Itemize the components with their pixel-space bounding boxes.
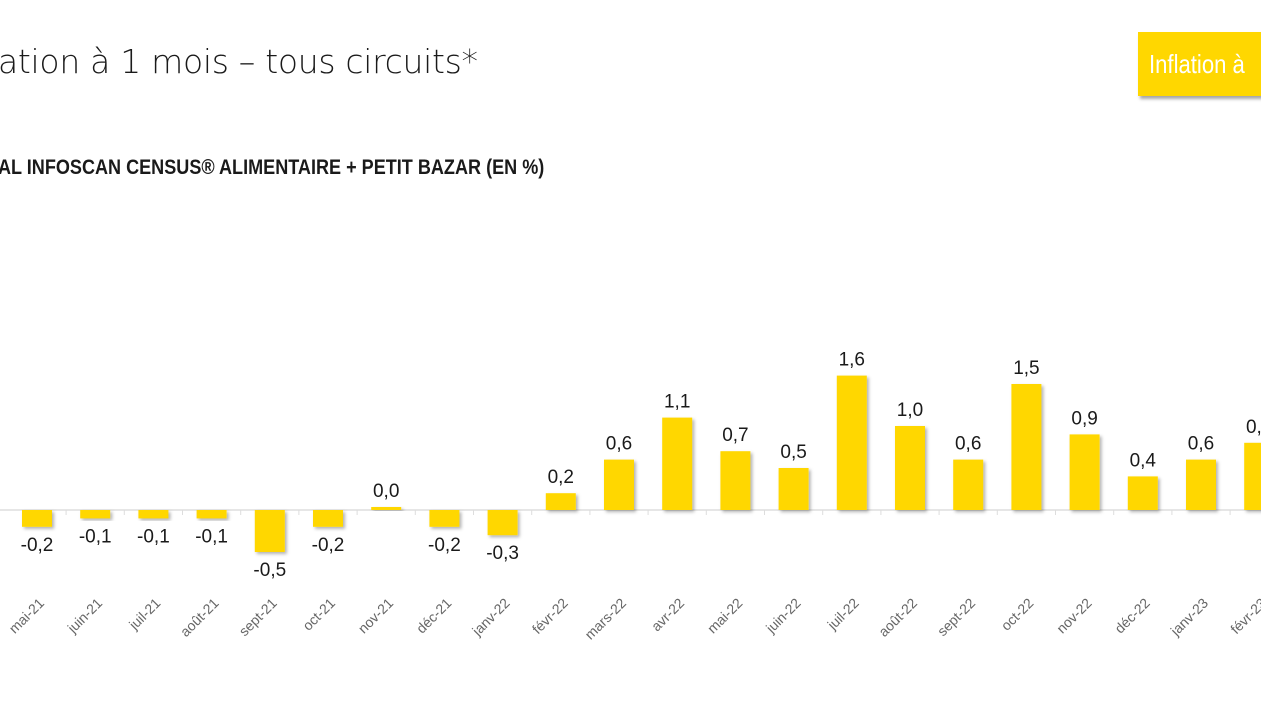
x-tick-label: avr-22: [648, 595, 688, 635]
x-tick-label: févr-22: [529, 595, 571, 637]
badge-label: Inflation à: [1149, 49, 1245, 79]
data-label: 1,1: [664, 392, 690, 413]
x-tick-label: nov-21: [355, 595, 397, 637]
bar: [1069, 434, 1100, 510]
bar: [254, 510, 285, 552]
x-tick-label: mai-22: [704, 595, 746, 637]
x-tick-label: nov-22: [1053, 595, 1095, 637]
x-tick-label: juin-21: [64, 595, 106, 637]
bar: [604, 459, 634, 510]
bar: [545, 493, 576, 510]
bar: [953, 459, 984, 510]
bar: [196, 510, 227, 519]
x-tick-label: juin-22: [762, 595, 804, 637]
x-tick-label: sept-22: [934, 595, 978, 639]
data-label: -0,2: [312, 535, 345, 556]
data-label: -0,2: [428, 535, 461, 556]
data-label: 1,0: [897, 400, 923, 421]
data-label: -0,5: [253, 560, 286, 581]
bar: [138, 510, 169, 519]
x-tick-label: oct-21: [299, 595, 338, 634]
x-tick-label: juil-22: [823, 595, 862, 634]
bar: [1011, 384, 1042, 510]
data-label: 0,0: [373, 481, 399, 502]
data-label: 0,8: [1246, 417, 1261, 438]
x-tick-label: août-22: [875, 595, 920, 640]
inflation-tab-badge[interactable]: Inflation à: [1138, 32, 1261, 96]
chart-subtitle: AL INFOSCAN CENSUS® ALIMENTAIRE + PETIT …: [0, 156, 545, 179]
data-label: -0,3: [486, 543, 519, 564]
x-tick-label: mai-21: [6, 595, 48, 637]
data-label: -0,2: [21, 535, 54, 556]
data-label: -0,1: [79, 526, 112, 547]
x-tick-label: sept-21: [236, 595, 280, 639]
x-tick-label: mars-22: [581, 595, 629, 643]
bar: [836, 375, 867, 510]
data-label: 1,5: [1013, 358, 1039, 379]
bar: [1244, 442, 1261, 510]
data-label: 0,6: [955, 434, 981, 455]
x-tick-label: déc-21: [413, 595, 455, 637]
x-tick-label: août-21: [177, 595, 222, 640]
bar: [662, 417, 693, 510]
data-label: 0,2: [548, 467, 574, 488]
bar: [80, 510, 111, 519]
data-label: 0,6: [1188, 434, 1214, 455]
data-label: -0,1: [137, 526, 170, 547]
x-tick-label: janv-22: [468, 595, 513, 640]
bar: [1127, 476, 1158, 510]
data-label: 0,5: [780, 442, 806, 463]
x-tick-label: janv-23: [1167, 595, 1212, 640]
bar: [778, 468, 809, 510]
data-label: 1,6: [839, 350, 865, 371]
x-tick-label: juil-21: [125, 595, 164, 634]
x-tick-label: févr-23: [1227, 595, 1261, 637]
bar: [487, 510, 518, 536]
data-label: 0,9: [1071, 408, 1097, 429]
bar: [1186, 459, 1216, 510]
bar: [371, 507, 402, 510]
data-label: 0,7: [722, 425, 748, 446]
chart-title: ation à 1 mois – tous circuits*: [0, 42, 478, 81]
bar: [22, 510, 52, 527]
data-label: 0,4: [1130, 450, 1157, 471]
bar: [895, 426, 925, 510]
bar: [313, 510, 343, 527]
data-label: -0,1: [195, 526, 228, 547]
bar: [720, 451, 751, 510]
data-label: 0,6: [606, 434, 632, 455]
bar: [429, 510, 460, 527]
x-tick-label: déc-22: [1111, 595, 1153, 637]
x-tick-label: oct-22: [998, 595, 1037, 634]
